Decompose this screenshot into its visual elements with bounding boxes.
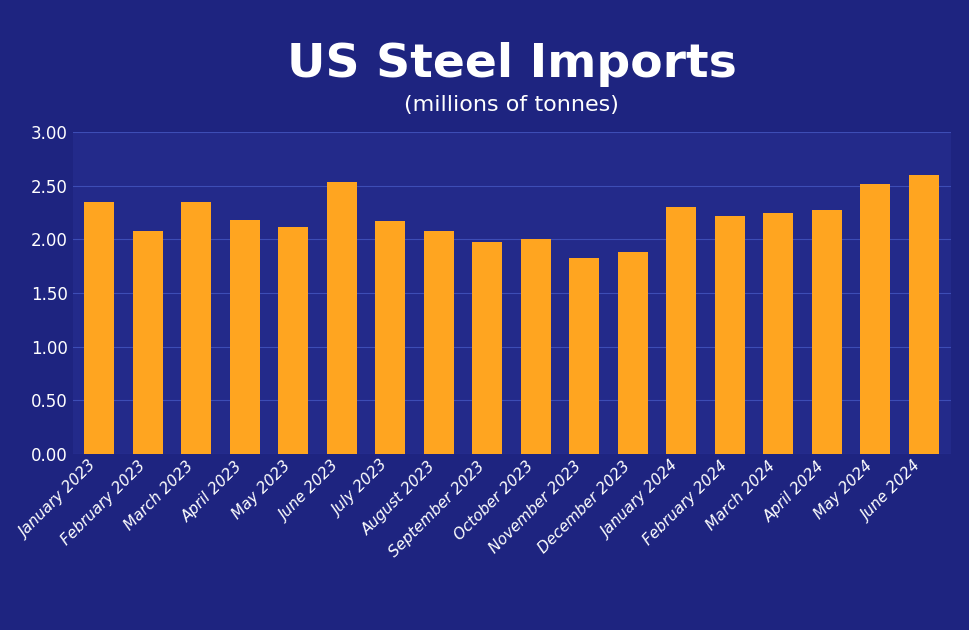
Bar xyxy=(520,239,550,454)
Bar xyxy=(133,231,163,454)
Bar xyxy=(763,212,793,454)
Bar xyxy=(423,231,453,454)
Bar xyxy=(327,181,357,454)
Bar xyxy=(230,220,260,454)
Bar xyxy=(860,184,890,454)
Title: US Steel Imports: US Steel Imports xyxy=(287,42,735,87)
Bar xyxy=(375,221,405,454)
Bar xyxy=(714,216,744,454)
Bar xyxy=(569,258,599,454)
Bar xyxy=(811,210,841,454)
Bar xyxy=(278,227,308,454)
Bar xyxy=(617,252,647,454)
Bar xyxy=(84,202,114,454)
Bar xyxy=(908,175,938,454)
Bar xyxy=(181,202,211,454)
Bar xyxy=(472,241,502,454)
Text: (millions of tonnes): (millions of tonnes) xyxy=(404,94,618,115)
Bar xyxy=(666,207,696,454)
